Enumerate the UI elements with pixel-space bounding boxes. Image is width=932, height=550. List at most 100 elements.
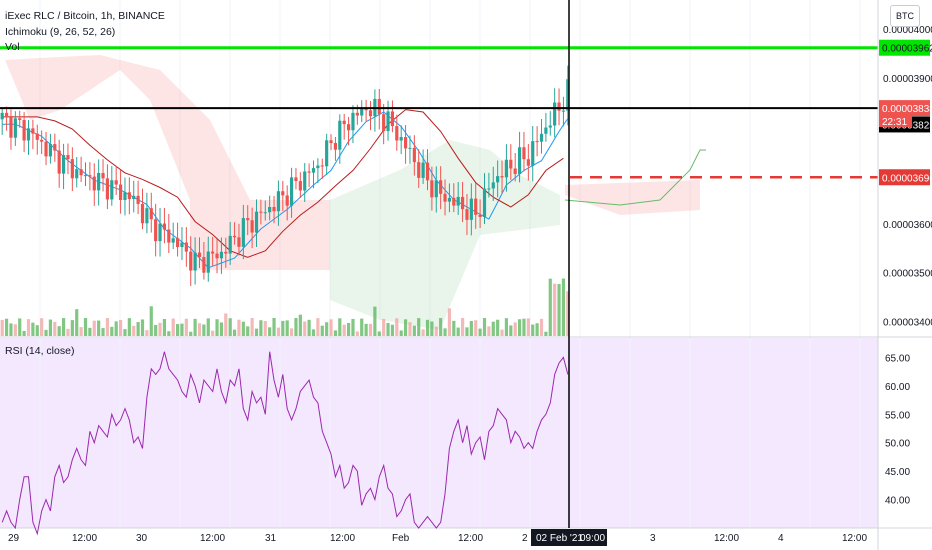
volume-bar: [566, 291, 570, 336]
volume-bar: [382, 318, 386, 336]
volume-bar: [18, 318, 22, 336]
volume-bar: [123, 329, 127, 336]
cloud-green: [330, 140, 560, 330]
time-label: 12:00: [458, 533, 483, 544]
volume-bar: [167, 331, 171, 336]
volume-bar: [206, 318, 210, 336]
candle-body: [346, 124, 351, 131]
candle-body: [535, 141, 539, 143]
candle-body: [175, 238, 180, 248]
volume-bar: [224, 313, 228, 336]
crosshair-time-label: 02 Feb '21 09:00: [531, 529, 607, 546]
volume-bar: [329, 319, 333, 336]
volume-bar: [298, 314, 302, 336]
volume-bar: [114, 321, 118, 336]
time-label: 4: [778, 533, 784, 544]
candle-body: [456, 196, 460, 206]
volume-bar: [211, 330, 215, 336]
candle-body: [184, 242, 188, 252]
price-tick-label: 0.00003600: [883, 220, 932, 231]
volume-bar: [421, 329, 425, 336]
volume-bar: [202, 324, 206, 336]
candle-body: [75, 169, 79, 179]
volume-bar: [430, 321, 434, 336]
candle-body: [368, 110, 373, 117]
volume-bar: [509, 325, 513, 336]
candle-body: [259, 211, 263, 213]
candle-body: [105, 178, 110, 200]
volume-bar: [338, 318, 342, 336]
time-label: 12:00: [842, 533, 867, 544]
volume-bar: [531, 324, 535, 336]
candle-body: [294, 177, 298, 182]
volume-bar: [377, 331, 381, 336]
candle-body: [18, 118, 22, 121]
candle-body: [132, 195, 136, 199]
crosshair-date: 02 Feb '21: [536, 533, 583, 544]
candle-body: [272, 207, 276, 212]
candle-body: [127, 192, 131, 199]
volume-bar: [61, 318, 66, 336]
candle-body: [263, 212, 267, 214]
candle-body: [281, 191, 285, 196]
candle-body: [136, 195, 140, 204]
candle-body: [548, 125, 552, 128]
price-tick-label: 0.00003500: [883, 269, 932, 280]
time-label: 3: [650, 533, 656, 544]
tenkan-line: [2, 111, 569, 269]
candle-body: [395, 126, 399, 141]
candle-body: [92, 176, 96, 191]
candle-body: [553, 102, 557, 126]
horizontal-lines[interactable]: [0, 46, 878, 179]
volume-bar: [447, 308, 452, 336]
volume-bar: [232, 329, 237, 336]
candle-body: [88, 175, 92, 177]
candle-body: [469, 198, 473, 220]
volume-bar: [553, 283, 557, 336]
rsi-tick-label: 50.00: [885, 439, 910, 450]
candle-body: [465, 209, 469, 220]
ichimoku-legend[interactable]: Ichimoku (9, 26, 52, 26): [5, 26, 116, 38]
candle-body: [320, 165, 324, 167]
ichimoku-lines: [2, 109, 706, 269]
volume-bar: [110, 326, 114, 336]
candle-body: [171, 238, 175, 243]
crosshair-time: 09:00: [580, 533, 605, 544]
candle-body: [53, 144, 57, 151]
volume-bar: [439, 318, 443, 336]
candle-body: [206, 251, 210, 273]
time-label: 12:00: [714, 533, 739, 544]
candle-body: [333, 143, 338, 150]
candle-body: [149, 208, 153, 220]
volume-bar: [250, 318, 254, 336]
price-tag-bg: [879, 39, 930, 56]
candle-body: [496, 176, 500, 183]
candle-body: [79, 169, 83, 176]
cloud-future: [565, 180, 700, 215]
volume-bar: [276, 327, 281, 336]
candle-body: [197, 252, 202, 258]
volume-bar: [539, 318, 544, 336]
rsi-legend[interactable]: RSI (14, close): [5, 345, 75, 357]
candle-body: [237, 237, 241, 247]
candle-body: [386, 111, 390, 132]
candle-body: [509, 159, 513, 169]
candle-body: [430, 180, 434, 198]
volume-bar: [132, 325, 136, 336]
volume-bar: [105, 318, 110, 336]
volume-bar: [351, 318, 355, 336]
currency-button[interactable]: BTC: [890, 5, 920, 27]
volume-bar: [342, 324, 346, 336]
volume-bar: [386, 323, 390, 336]
volume-bar: [517, 319, 522, 336]
price-tick-label: 0.00004000: [883, 25, 932, 36]
candle-body: [285, 195, 289, 206]
volume-bar: [443, 328, 447, 336]
candle-body: [70, 159, 74, 179]
time-label: 29: [8, 533, 20, 544]
volume-legend[interactable]: Vol: [5, 41, 20, 53]
volume-bar: [228, 318, 232, 336]
candle-body: [44, 141, 48, 157]
candle-body: [439, 180, 443, 194]
